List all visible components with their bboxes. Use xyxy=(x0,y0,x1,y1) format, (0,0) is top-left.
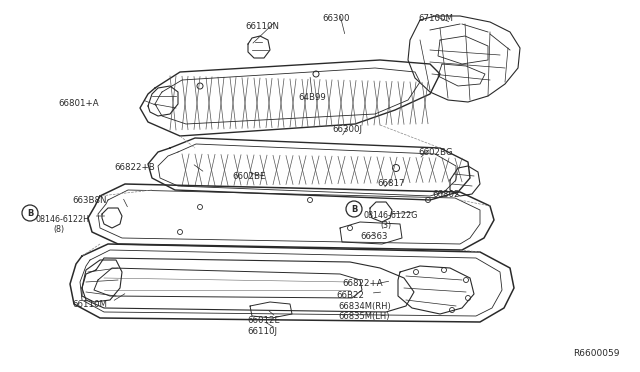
Text: 6602BE: 6602BE xyxy=(232,172,266,181)
Text: 66822+A: 66822+A xyxy=(342,279,383,288)
Text: (3): (3) xyxy=(380,221,391,230)
Text: 08146-6122G: 08146-6122G xyxy=(364,211,419,220)
Text: R6600059: R6600059 xyxy=(573,349,620,358)
Text: B: B xyxy=(351,205,357,214)
Text: 66801+A: 66801+A xyxy=(58,99,99,108)
Text: 66817: 66817 xyxy=(377,179,404,188)
Text: 66110N: 66110N xyxy=(245,22,279,31)
Text: 64B99: 64B99 xyxy=(298,93,326,102)
Text: 66300: 66300 xyxy=(322,14,349,23)
Text: 66834M(RH): 66834M(RH) xyxy=(338,302,391,311)
Text: 66822+B: 66822+B xyxy=(115,163,155,172)
Text: 67100M: 67100M xyxy=(418,14,453,23)
Text: (8): (8) xyxy=(53,225,64,234)
Text: 663B8N: 663B8N xyxy=(72,196,106,205)
Text: 66802: 66802 xyxy=(432,190,460,199)
Text: 66300J: 66300J xyxy=(332,125,362,134)
Text: 6602BG: 6602BG xyxy=(418,148,452,157)
Text: 66835M(LH): 66835M(LH) xyxy=(338,312,390,321)
Text: 66363: 66363 xyxy=(360,232,387,241)
Text: 66B22: 66B22 xyxy=(336,291,364,300)
Text: 66012E: 66012E xyxy=(247,316,280,325)
Text: 66110J: 66110J xyxy=(247,327,277,336)
Text: 66110M: 66110M xyxy=(72,300,107,309)
Text: B: B xyxy=(27,208,33,218)
Text: 08146-6122H: 08146-6122H xyxy=(35,215,89,224)
